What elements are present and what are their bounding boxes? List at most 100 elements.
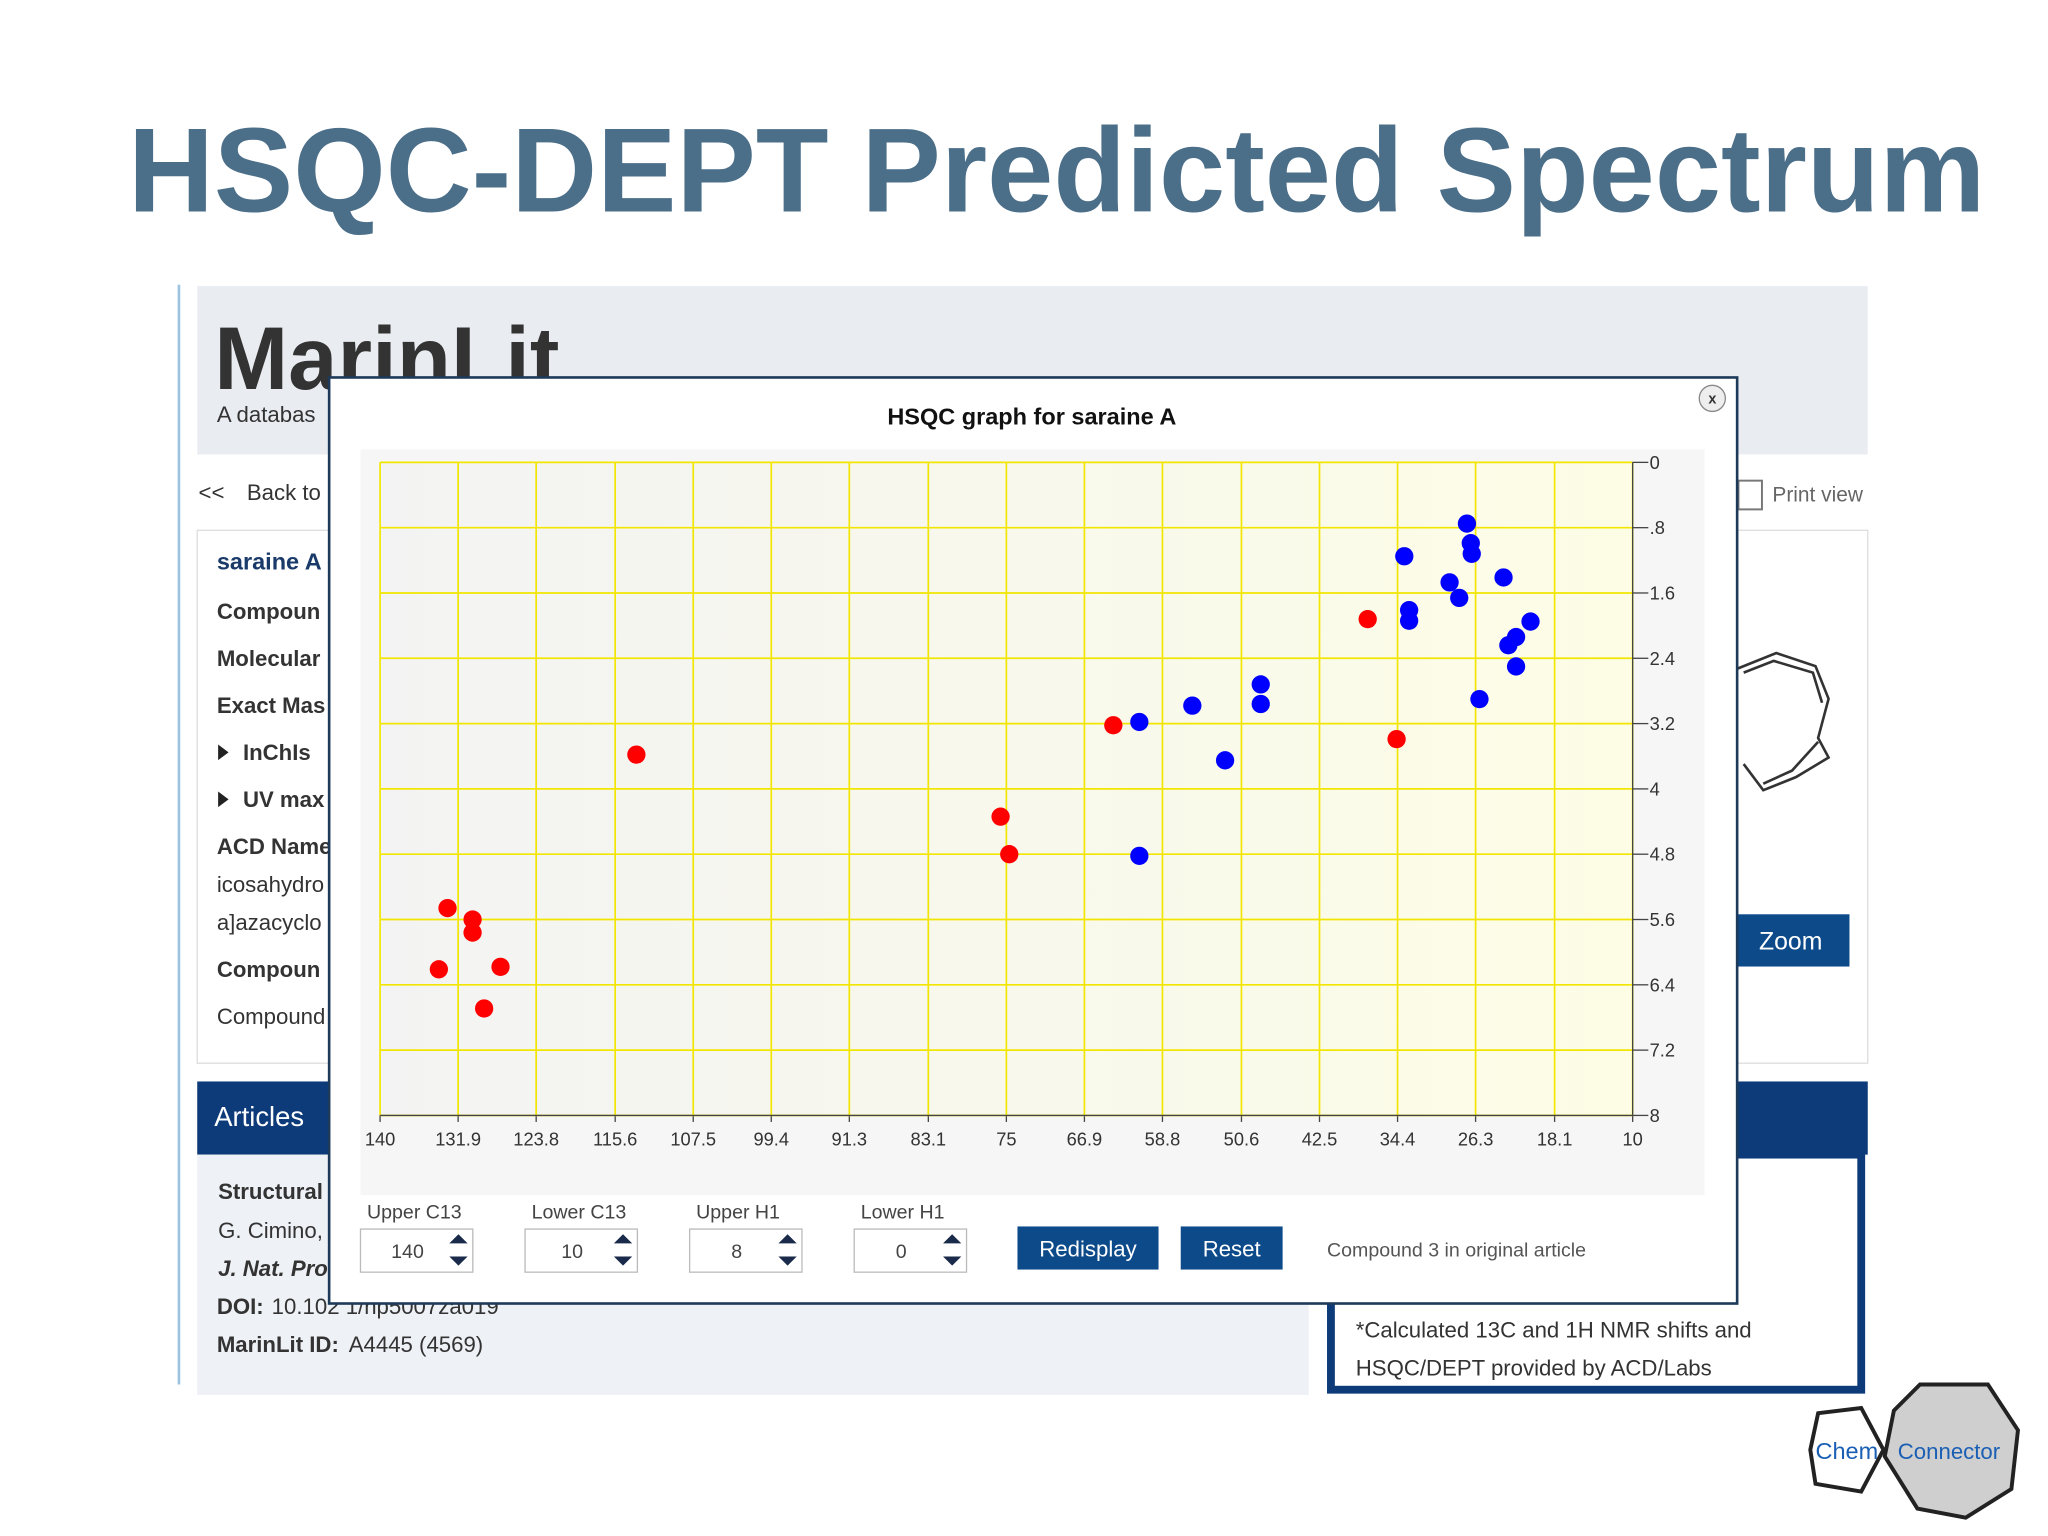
logo-connector: Connector	[1898, 1439, 2001, 1464]
print-view[interactable]: Print view	[1772, 484, 1863, 507]
point	[463, 923, 482, 942]
reset-button[interactable]	[1180, 1226, 1283, 1270]
y-tick-label: 3.2	[1650, 713, 1675, 734]
field-label: a]azacyclo	[217, 910, 322, 935]
chart-title: HSQC graph for saraine A	[887, 403, 1176, 429]
point	[1251, 694, 1270, 714]
logo-oct	[1882, 1382, 2020, 1520]
point	[1399, 611, 1419, 630]
x-tick-label: 75	[996, 1128, 1016, 1149]
x-tick-label: 99.4	[753, 1128, 789, 1149]
point	[474, 999, 494, 1018]
field-label: Compoun	[217, 599, 321, 624]
point	[1215, 751, 1235, 770]
point	[438, 898, 457, 918]
close-button[interactable]	[1698, 384, 1727, 413]
x-tick-label: 10	[1622, 1128, 1642, 1149]
x-tick-label: 66.9	[1067, 1128, 1103, 1149]
point	[1395, 547, 1414, 566]
point	[429, 960, 448, 979]
input-value[interactable]: 10	[561, 1241, 583, 1263]
spinner[interactable]	[778, 1234, 797, 1266]
articles-title: Articles	[214, 1101, 304, 1132]
number-input[interactable]	[359, 1228, 474, 1273]
point	[1506, 657, 1526, 676]
reset-label[interactable]: Reset	[1203, 1236, 1261, 1261]
x-tick-label: 107.5	[670, 1128, 716, 1149]
slide-title: HSQC-DEPT Predicted Spectrum	[128, 104, 1985, 238]
field-label[interactable]: InChIs	[243, 740, 311, 765]
x-tick-label: 26.3	[1458, 1128, 1494, 1149]
y-tick-label: 2.4	[1650, 648, 1675, 669]
number-input[interactable]	[853, 1228, 968, 1273]
y-tick-label: 5.6	[1650, 909, 1675, 930]
point	[463, 910, 482, 929]
point	[1000, 845, 1019, 864]
x-tick-label: 91.3	[832, 1128, 868, 1149]
point	[627, 745, 646, 764]
x-tick-label: 115.6	[593, 1128, 637, 1149]
molecule	[1736, 651, 1831, 792]
input-value[interactable]: 140	[391, 1241, 424, 1263]
logo-chem: Chem	[1816, 1438, 1879, 1464]
id-label: MarinLit ID:	[217, 1332, 339, 1357]
spinner[interactable]	[449, 1234, 468, 1266]
field-label: icosahydro	[217, 872, 324, 897]
number-input[interactable]	[524, 1228, 639, 1273]
x-tick-label: 140	[365, 1128, 395, 1149]
point	[1440, 573, 1459, 592]
point	[991, 807, 1010, 826]
x-tick-label: 83.1	[911, 1128, 947, 1149]
redisplay-label[interactable]: Redisplay	[1039, 1236, 1137, 1261]
field-label: Compoun	[217, 957, 321, 982]
nav-back[interactable]: Back to	[247, 480, 321, 505]
zoom-label[interactable]: Zoom	[1759, 929, 1822, 956]
spinner[interactable]	[613, 1234, 633, 1266]
field-label: Molecular	[217, 646, 321, 671]
point	[1462, 544, 1481, 563]
x-tick-label: 34.4	[1380, 1128, 1416, 1149]
dialog-note: Compound 3 in original article	[1327, 1239, 1586, 1261]
field-label: ACD Name	[217, 834, 332, 859]
nav-arrows[interactable]: <<	[199, 480, 225, 505]
article-authors: G. Cimino,	[218, 1218, 323, 1243]
point	[1450, 588, 1469, 608]
field-label: Compound	[217, 1004, 326, 1029]
close-label[interactable]: x	[1708, 392, 1716, 408]
doi-label: DOI:	[217, 1294, 264, 1319]
point	[1494, 568, 1513, 587]
tagline: A databas	[217, 402, 316, 427]
article-title[interactable]: Structural	[218, 1179, 323, 1204]
zoom-button[interactable]	[1737, 914, 1850, 967]
expand-icon[interactable]	[218, 791, 229, 808]
x-tick-label: 131.9	[435, 1128, 481, 1149]
input-value[interactable]: 8	[731, 1241, 742, 1263]
y-tick-label: 4	[1650, 778, 1660, 799]
control-label: Lower C13	[532, 1202, 627, 1224]
x-tick-label: 18.1	[1537, 1128, 1573, 1149]
input-value[interactable]: 0	[896, 1241, 907, 1263]
article-journal: J. Nat. Pro	[218, 1256, 328, 1281]
x-tick-label: 123.8	[513, 1128, 559, 1149]
point	[1183, 696, 1202, 715]
point	[1358, 609, 1377, 629]
point	[1457, 514, 1477, 533]
number-input[interactable]	[688, 1228, 803, 1273]
point	[1130, 712, 1149, 732]
expand-icon[interactable]	[218, 744, 229, 761]
id-value: A4445 (4569)	[349, 1332, 483, 1357]
y-tick-label: .8	[1650, 517, 1665, 538]
note-line: HSQC/DEPT provided by ACD/Labs	[1356, 1355, 1712, 1380]
field-label: Exact Mas	[217, 693, 326, 718]
control-label: Upper C13	[367, 1202, 462, 1224]
point	[1470, 689, 1489, 709]
field-label[interactable]: UV max	[243, 787, 325, 812]
y-tick-label: 6.4	[1650, 974, 1675, 995]
y-tick-label: 7.2	[1650, 1040, 1675, 1061]
logo-hex	[1808, 1405, 1886, 1494]
x-tick-label: 42.5	[1302, 1128, 1338, 1149]
spinner[interactable]	[943, 1234, 962, 1266]
redisplay-button[interactable]	[1017, 1226, 1159, 1270]
control-label: Lower H1	[861, 1202, 945, 1224]
